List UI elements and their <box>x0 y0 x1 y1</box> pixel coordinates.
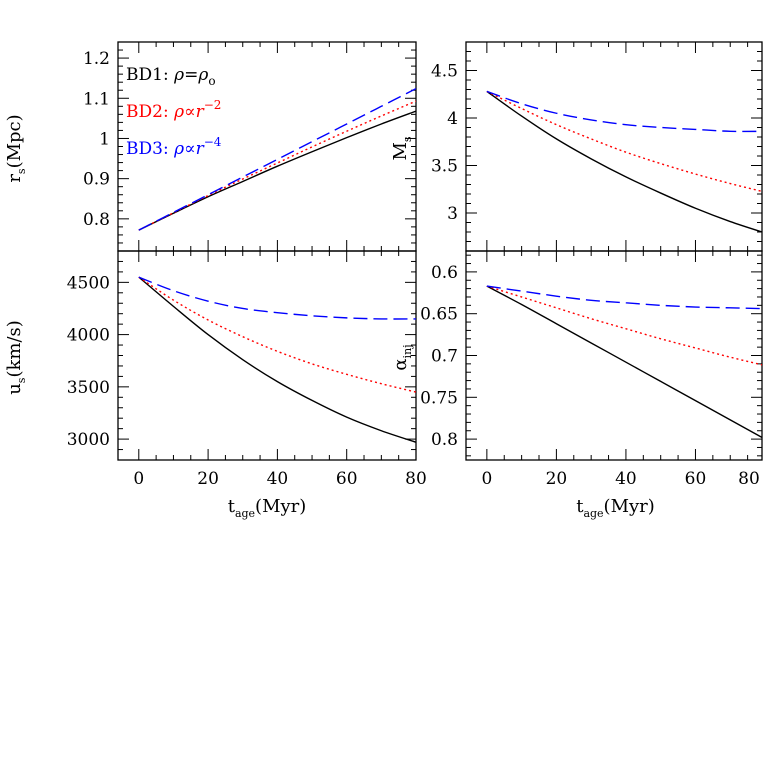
x-tick-label: 20 <box>546 469 568 489</box>
y-axis-label: rs(Mpc) <box>4 114 28 182</box>
x-axis-label: tage(Myr) <box>228 496 307 520</box>
panel-bottom-right: 0.6 0.65 0.7 0.75 0.8 0 20 40 60 80 tage(Myr) αinj <box>390 250 763 520</box>
y-tick-label: 0.8 <box>83 210 110 230</box>
legend-entry-2: BD2: ρ∝r−2 <box>126 98 221 122</box>
legend-entry-1: BD1: ρ=ρo <box>126 65 216 88</box>
y-tick-label: 4500 <box>67 273 110 293</box>
y-axis-label: Ms <box>390 136 414 160</box>
series-line-bd1 <box>138 110 416 231</box>
y-axis-label: αinj <box>390 344 414 370</box>
y-tick-label: 1.2 <box>83 49 110 69</box>
y-tick-label: 0.6 <box>431 263 458 283</box>
y-tick-label: 4.5 <box>431 62 458 82</box>
legend-entry-3: BD3: ρ∝r−4 <box>126 135 222 159</box>
plot-frame <box>117 250 417 461</box>
y-tick-label: 3.5 <box>431 157 458 177</box>
y-tick-label: 3000 <box>67 430 110 450</box>
series-line-bd3 <box>486 90 762 133</box>
series-line-bd3 <box>486 285 762 310</box>
y-tick-label: 3 <box>447 204 458 224</box>
y-tick-label: 0.65 <box>420 305 458 325</box>
series-line-bd1 <box>138 276 416 443</box>
panel-bottom-left: 3000 3500 4000 4500 0 20 40 60 80 tage(Myr) us(km/… <box>4 250 427 520</box>
x-tick-label: 60 <box>685 469 707 489</box>
x-axis-label: tage(Myr) <box>576 496 655 520</box>
y-tick-label: 1.1 <box>83 89 110 109</box>
series-line-bd2 <box>486 90 762 193</box>
y-tick-label: 1 <box>99 129 110 149</box>
series-line-bd3 <box>138 87 416 231</box>
plot-frame <box>465 41 763 252</box>
y-tick-label: 0.75 <box>420 388 458 408</box>
x-tick-label: 20 <box>197 469 219 489</box>
x-tick-label: 40 <box>267 469 289 489</box>
x-tick-label: 0 <box>481 469 492 489</box>
series-line-bd3 <box>138 276 416 320</box>
y-tick-label: 0.8 <box>431 430 458 450</box>
series-line-bd1 <box>486 285 762 439</box>
x-tick-label: 0 <box>133 469 144 489</box>
series-line-bd2 <box>486 285 762 366</box>
y-tick-label: 4 <box>447 109 458 129</box>
legend: BD1: ρ=ρo BD2: ρ∝r−2 BD3: ρ∝r−4 <box>126 65 222 159</box>
y-tick-label: 4000 <box>67 326 110 346</box>
x-tick-label: 80 <box>405 469 427 489</box>
x-tick-label: 80 <box>738 469 760 489</box>
y-axis-label: us(km/s) <box>4 320 28 395</box>
x-tick-label: 60 <box>336 469 358 489</box>
x-tick-label: 40 <box>615 469 637 489</box>
series-line-bd1 <box>486 90 762 233</box>
y-tick-label: 0.7 <box>431 347 458 367</box>
y-tick-label: 3500 <box>67 378 110 398</box>
panel-top-right: 3 3.5 4 4.5 Ms <box>390 41 763 252</box>
series-line-bd2 <box>138 276 416 393</box>
y-tick-label: 0.9 <box>83 170 110 190</box>
